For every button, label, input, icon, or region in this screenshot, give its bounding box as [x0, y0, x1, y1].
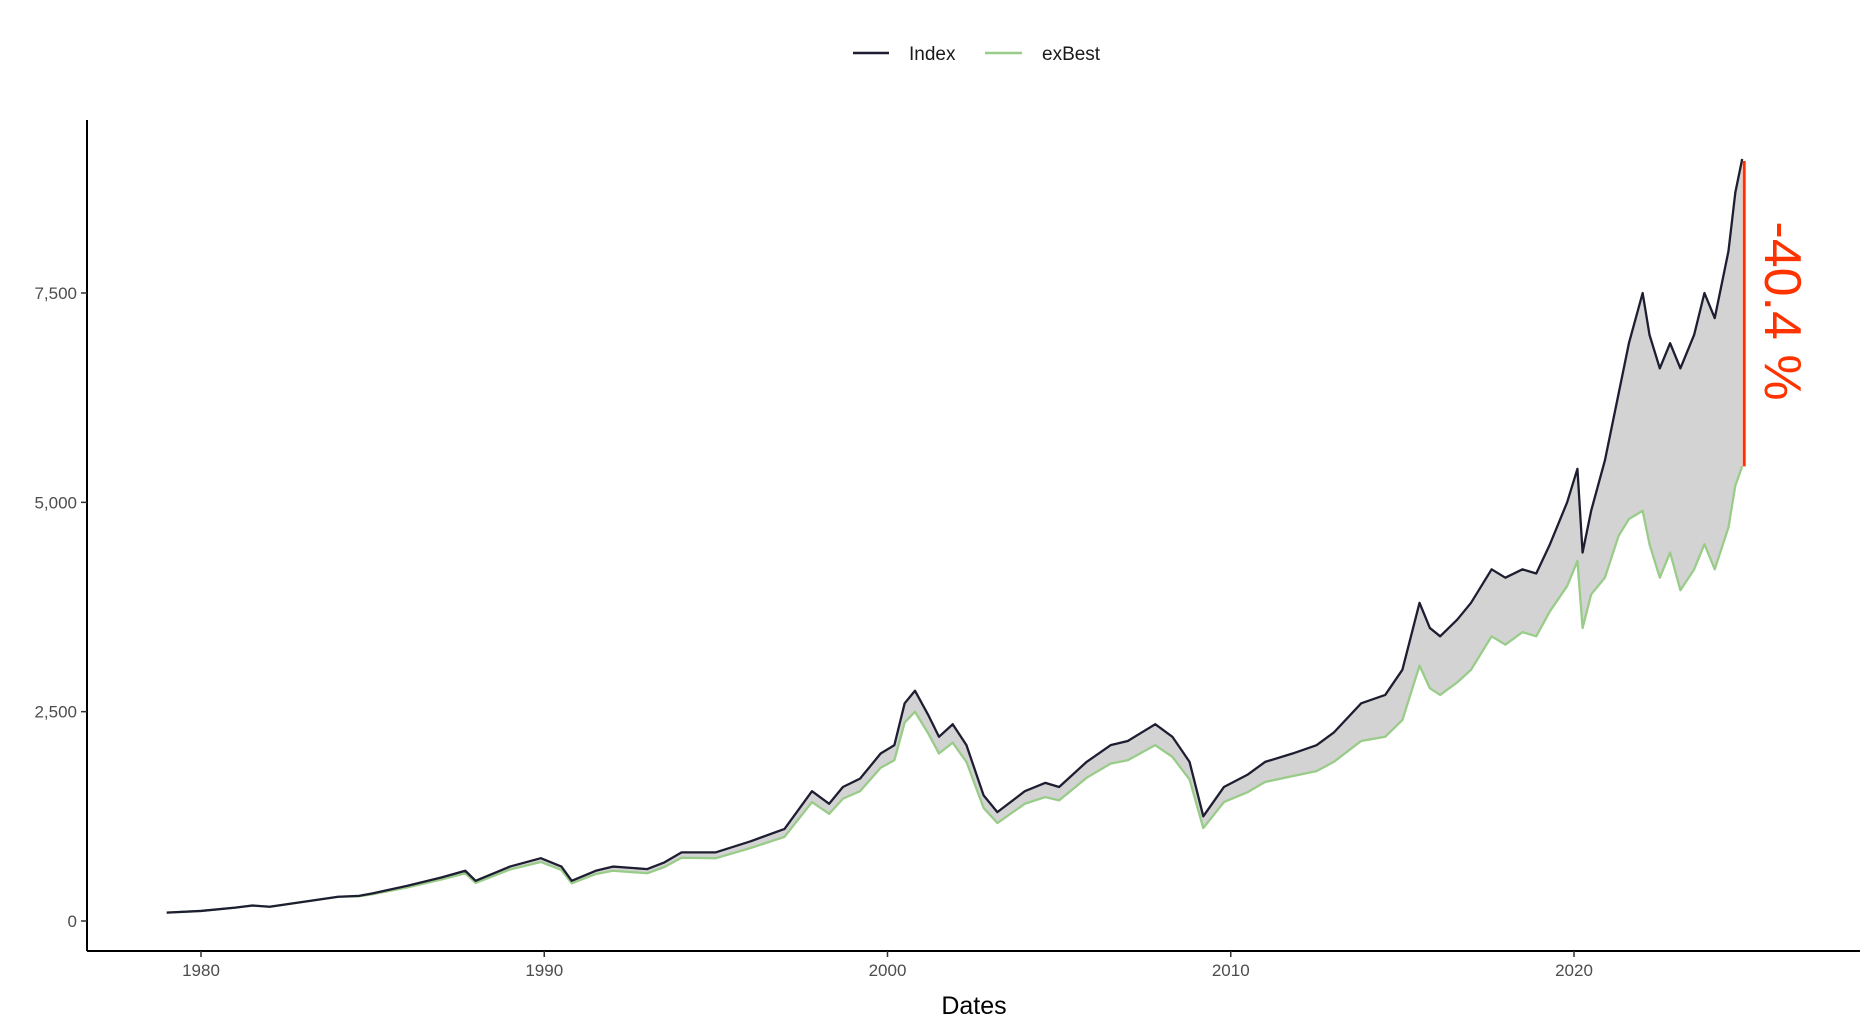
- x-tick-label: 1980: [182, 961, 220, 980]
- x-axis-title: Dates: [941, 992, 1006, 1020]
- x-tick-label: 2000: [869, 961, 907, 980]
- y-tick-label: 5,000: [34, 493, 77, 512]
- x-tick-label: 2020: [1555, 961, 1593, 980]
- legend-label-index: Index: [909, 44, 956, 65]
- y-tick-label: 7,500: [34, 284, 77, 303]
- plot-area: -40.4 %: [166, 158, 1811, 914]
- x-tick-label: 1990: [525, 961, 563, 980]
- x-tick-label: 2010: [1212, 961, 1250, 980]
- y-tick-label: 0: [68, 912, 77, 931]
- series-line-index: [166, 158, 1744, 914]
- gap-area: [166, 159, 1743, 913]
- y-tick-label: 2,500: [34, 703, 77, 722]
- difference-label: -40.4 %: [1753, 221, 1811, 400]
- series-line-exbest: [166, 465, 1744, 914]
- axes: 0 2,500 5,000 7,500 1980 1990 2000 2010 2020: [34, 120, 1860, 980]
- legend: Index exBest: [853, 44, 1101, 65]
- legend-label-exbest: exBest: [1042, 44, 1101, 65]
